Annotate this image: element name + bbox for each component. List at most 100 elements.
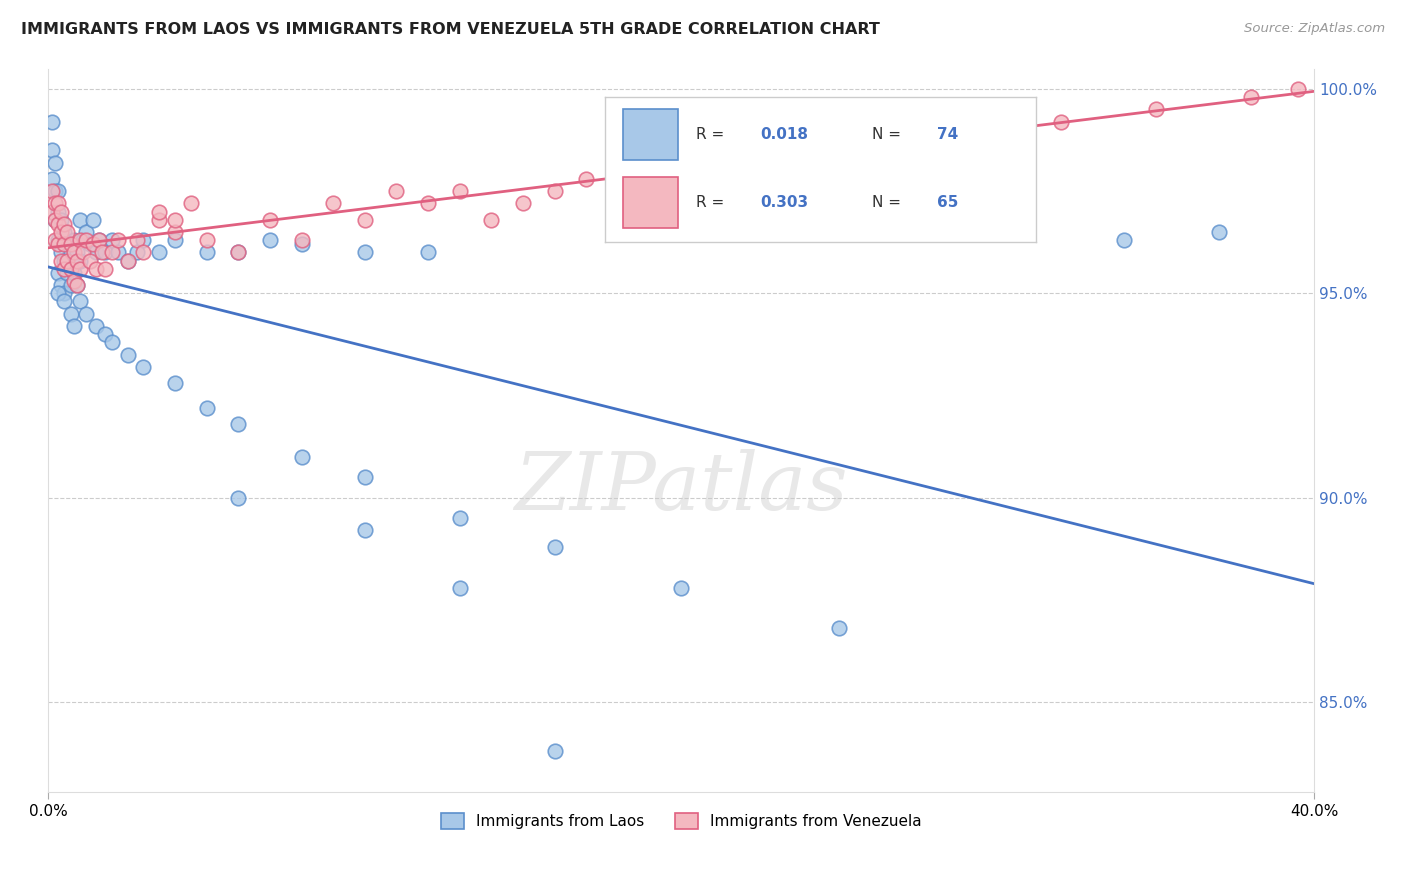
Point	[69, 294, 91, 309]
Point	[195, 401, 218, 415]
Point	[226, 491, 249, 505]
Point	[53, 225, 76, 239]
Point	[69, 233, 91, 247]
Text: ZIPatlas: ZIPatlas	[515, 450, 848, 527]
Point	[46, 286, 69, 301]
Text: IMMIGRANTS FROM LAOS VS IMMIGRANTS FROM VENEZUELA 5TH GRADE CORRELATION CHART: IMMIGRANTS FROM LAOS VS IMMIGRANTS FROM …	[21, 22, 880, 37]
Point	[449, 184, 471, 198]
Point	[72, 245, 94, 260]
Point	[75, 233, 97, 247]
Point	[117, 253, 139, 268]
Point	[117, 348, 139, 362]
Point	[353, 524, 375, 538]
Point	[69, 261, 91, 276]
Point	[671, 152, 693, 166]
Point	[44, 184, 66, 198]
Point	[1114, 233, 1136, 247]
Point	[117, 253, 139, 268]
Point	[226, 245, 249, 260]
Point	[259, 233, 281, 247]
Point	[322, 196, 344, 211]
Point	[1286, 82, 1309, 96]
Point	[94, 245, 117, 260]
Point	[53, 253, 76, 268]
Point	[84, 245, 107, 260]
Point	[41, 204, 63, 219]
Point	[59, 261, 82, 276]
Point	[828, 622, 851, 636]
Point	[107, 245, 129, 260]
Point	[87, 233, 110, 247]
Point	[107, 233, 129, 247]
Point	[62, 245, 84, 260]
Point	[353, 245, 375, 260]
Point	[49, 204, 72, 219]
Point	[607, 163, 630, 178]
Point	[49, 212, 72, 227]
Point	[72, 233, 94, 247]
Point	[59, 278, 82, 293]
Point	[66, 253, 89, 268]
Point	[44, 212, 66, 227]
Point	[575, 172, 598, 186]
Point	[226, 245, 249, 260]
Point	[41, 172, 63, 186]
Point	[62, 274, 84, 288]
Point	[75, 307, 97, 321]
Point	[163, 233, 186, 247]
Point	[53, 294, 76, 309]
Point	[226, 417, 249, 431]
Point	[44, 155, 66, 169]
Point	[82, 237, 104, 252]
Point	[828, 143, 851, 157]
Point	[46, 217, 69, 231]
Point	[163, 376, 186, 391]
Point	[69, 253, 91, 268]
Point	[66, 278, 89, 293]
Point	[53, 261, 76, 276]
Point	[94, 261, 117, 276]
Point	[62, 266, 84, 280]
Point	[59, 237, 82, 252]
Point	[132, 233, 155, 247]
Point	[56, 266, 79, 280]
Point	[59, 307, 82, 321]
Point	[290, 233, 312, 247]
Point	[1240, 90, 1263, 104]
Point	[1050, 114, 1073, 128]
Point	[91, 245, 114, 260]
Point	[94, 327, 117, 342]
Point	[49, 245, 72, 260]
Point	[353, 470, 375, 484]
Point	[87, 233, 110, 247]
Point	[195, 233, 218, 247]
Point	[512, 196, 534, 211]
Point	[418, 196, 440, 211]
Point	[44, 233, 66, 247]
Point	[66, 278, 89, 293]
Point	[163, 225, 186, 239]
Point	[46, 233, 69, 247]
Point	[79, 253, 101, 268]
Point	[56, 237, 79, 252]
Point	[49, 225, 72, 239]
Point	[46, 196, 69, 211]
Point	[41, 114, 63, 128]
Point	[69, 212, 91, 227]
Point	[41, 184, 63, 198]
Point	[84, 318, 107, 333]
Point	[418, 245, 440, 260]
Point	[449, 581, 471, 595]
Point	[100, 245, 122, 260]
Point	[75, 225, 97, 239]
Point	[46, 184, 69, 198]
Point	[53, 217, 76, 231]
Point	[49, 278, 72, 293]
Point	[987, 123, 1010, 137]
Point	[46, 204, 69, 219]
Text: Source: ZipAtlas.com: Source: ZipAtlas.com	[1244, 22, 1385, 36]
Point	[46, 237, 69, 252]
Point	[148, 212, 170, 227]
Point	[46, 266, 69, 280]
Point	[132, 245, 155, 260]
